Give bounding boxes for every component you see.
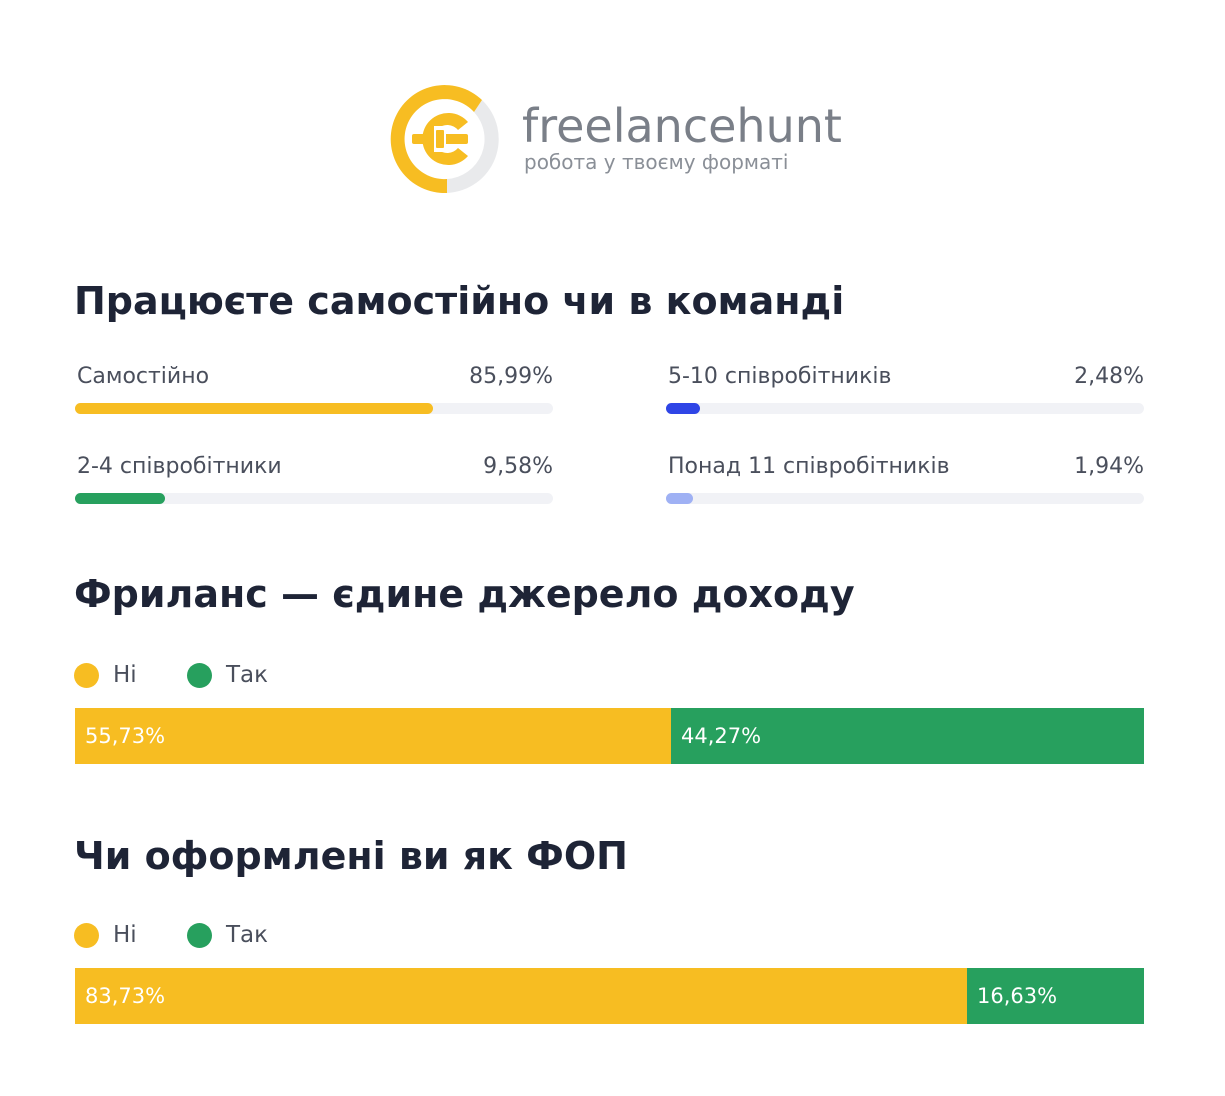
brand-name: freelancehunt: [522, 99, 842, 153]
stat-team-2-4: 2-4 співробітники 9,58%: [75, 453, 553, 513]
stat-label: Понад 11 співробітників: [668, 454, 950, 479]
legend-dot: [187, 663, 212, 688]
data-label: 55,73%: [85, 724, 166, 748]
progress-track: [666, 493, 1144, 504]
legend-fop: Ні Так: [74, 920, 474, 950]
legend-income: Ні Так: [74, 660, 474, 690]
progress-track: [75, 403, 553, 414]
progress-fill: [75, 493, 165, 504]
legend-label: Так: [226, 662, 269, 688]
data-label: 44,27%: [681, 724, 762, 748]
progress-fill: [75, 403, 433, 414]
progress-track: [75, 493, 553, 504]
data-label: 83,73%: [85, 984, 166, 1008]
legend-label: Ні: [113, 922, 137, 948]
data-label: 16,63%: [977, 984, 1058, 1008]
stat-value: 1,94%: [1074, 454, 1144, 479]
bar-segment-yes: 44,27%: [671, 708, 1144, 764]
bar-segment-no: 55,73%: [75, 708, 671, 764]
stat-label: 5-10 співробітників: [668, 364, 892, 389]
stat-label: Самостійно: [77, 364, 210, 389]
legend-label: Ні: [113, 662, 137, 688]
stat-value: 2,48%: [1074, 364, 1144, 389]
bar-segment-no: 83,73%: [75, 968, 967, 1024]
stat-team-5-10: 5-10 співробітників 2,48%: [666, 363, 1144, 423]
progress-track: [666, 403, 1144, 414]
legend-label: Так: [226, 922, 269, 948]
bar-segment-yes: 16,63%: [967, 968, 1144, 1024]
progress-fill: [666, 493, 693, 504]
stat-label: 2-4 співробітники: [77, 454, 282, 479]
section-title-team: Працюєте самостійно чи в команді: [74, 279, 845, 323]
stacked-bar-fop: 83,73% 16,63%: [75, 968, 1144, 1024]
brand-tagline: робота у твоєму форматі: [524, 150, 789, 174]
brand-logo: freelancehunt робота у твоєму форматі: [390, 82, 850, 197]
stat-team-11-plus: Понад 11 співробітників 1,94%: [666, 453, 1144, 513]
progress-fill: [666, 403, 700, 414]
stat-value: 9,58%: [483, 454, 553, 479]
section-title-income: Фриланс — єдине джерело доходу: [74, 572, 855, 616]
stat-value: 85,99%: [469, 364, 553, 389]
legend-dot: [187, 923, 212, 948]
legend-dot: [74, 663, 99, 688]
stat-solo: Самостійно 85,99%: [75, 363, 553, 423]
legend-dot: [74, 923, 99, 948]
freelancehunt-logo-icon: [390, 85, 499, 194]
section-title-fop: Чи оформлені ви як ФОП: [74, 834, 628, 878]
stacked-bar-income: 55,73% 44,27%: [75, 708, 1144, 764]
